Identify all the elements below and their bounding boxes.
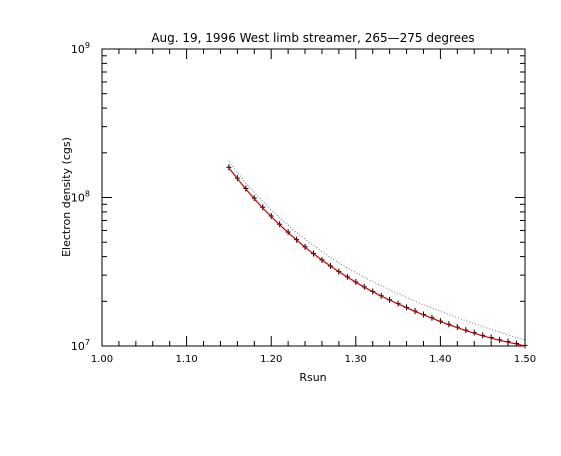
- x-tick-label: 1.20: [260, 354, 282, 365]
- y-axis-label: Electron density (cgs): [60, 137, 73, 257]
- plot-frame: [101, 48, 526, 347]
- x-tick-labels: 1.00 1.10 1.20 1.30 1.40 1.50: [91, 354, 536, 365]
- y-tick-label: 107: [71, 338, 90, 353]
- series-layer: [226, 161, 528, 349]
- x-tick-label: 1.00: [91, 354, 113, 365]
- series-0: [226, 164, 528, 349]
- y-tick-label: 108: [71, 190, 90, 205]
- series-line-dotted: [228, 161, 526, 341]
- series-2: [228, 161, 526, 341]
- x-tick-label: 1.10: [175, 354, 197, 365]
- chart-title: Aug. 19, 1996 West limb streamer, 265—27…: [151, 31, 474, 45]
- x-tick-label: 1.40: [429, 354, 451, 365]
- axis-ticks: [101, 48, 526, 347]
- series-1: [228, 167, 526, 347]
- x-tick-label: 1.30: [345, 354, 367, 365]
- x-tick-label: 1.50: [514, 354, 536, 365]
- y-tick-labels: 107 108 109: [71, 41, 90, 353]
- y-tick-label: 109: [71, 41, 90, 56]
- x-axis-label: Rsun: [299, 371, 326, 384]
- series-line: [228, 167, 526, 347]
- data-point: [226, 164, 232, 171]
